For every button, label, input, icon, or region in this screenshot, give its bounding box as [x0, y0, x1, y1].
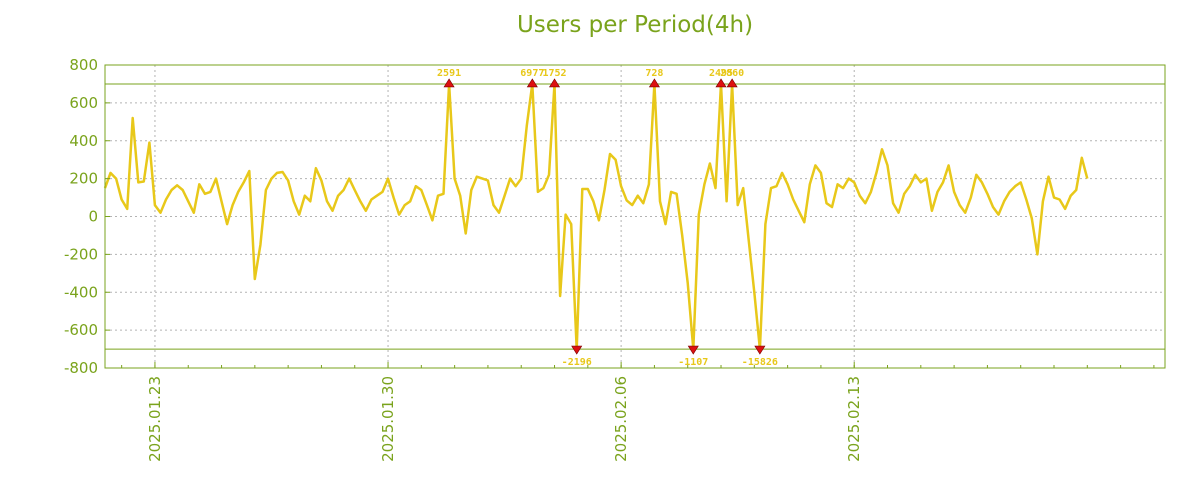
- clip-marker: [715, 78, 727, 88]
- clip-marker: [571, 345, 583, 355]
- marker-label: -15826: [742, 357, 778, 368]
- grid-lines: [105, 65, 1165, 368]
- series-line: [103, 82, 1089, 351]
- chart-title: Users per Period(4h): [516, 12, 754, 38]
- clip-marker: [526, 78, 538, 88]
- clip-marker: [548, 78, 561, 88]
- y-tick-label: 800: [69, 56, 98, 74]
- y-tick-label: -400: [64, 283, 98, 301]
- marker-label: 6977: [520, 68, 544, 79]
- x-tick-label: 2025.01.30: [379, 376, 397, 462]
- y-tick-label: -200: [64, 245, 98, 263]
- y-tick-label: -600: [64, 321, 98, 339]
- marker-label: 2495: [709, 68, 733, 79]
- series-layer: [103, 82, 1089, 351]
- y-tick-label: 600: [69, 94, 98, 112]
- marker-label: 1752: [542, 68, 566, 79]
- clip-marker: [726, 78, 738, 88]
- x-tick-label: 2025.02.13: [845, 376, 863, 462]
- y-tick-label: 0: [88, 208, 98, 226]
- clip-marker: [648, 78, 660, 88]
- y-tick-label: 400: [69, 132, 98, 150]
- y-axis: -800 -600 -400 -200 0 200 400 600 800: [64, 56, 110, 377]
- clip-marker: [443, 78, 455, 88]
- marker-label: 2591: [437, 68, 461, 79]
- marker-label: -2196: [562, 357, 592, 368]
- clip-marker: [687, 345, 699, 355]
- x-tick-label: 2025.01.23: [146, 376, 164, 462]
- x-tick-label: 2025.02.06: [612, 376, 630, 462]
- y-tick-label: 200: [69, 170, 98, 188]
- marker-label: 728: [645, 68, 663, 79]
- marker-label: 2860: [720, 68, 744, 79]
- y-tick-label: -800: [64, 359, 98, 377]
- marker-label: -1107: [678, 357, 708, 368]
- clip-bound-lines: [105, 83, 1165, 350]
- clip-marker: [754, 345, 766, 355]
- x-axis: 2025.01.23 2025.01.30 2025.02.06 2025.02.13: [121, 362, 1155, 462]
